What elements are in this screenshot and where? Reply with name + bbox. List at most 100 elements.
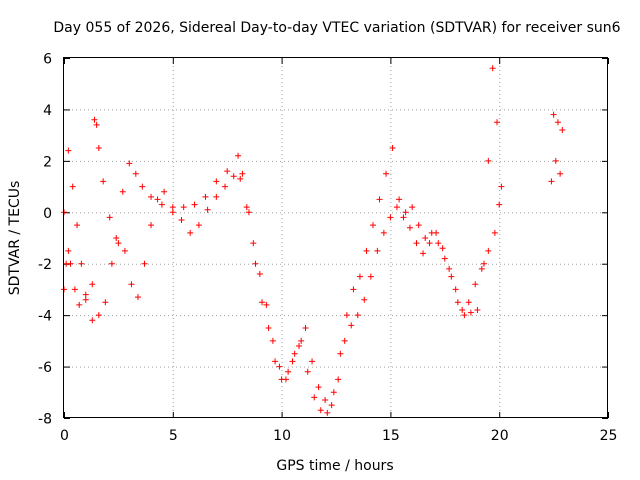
data-point xyxy=(296,343,303,349)
data-point xyxy=(472,281,479,288)
data-point xyxy=(376,196,383,203)
data-point xyxy=(102,299,109,306)
x-tick-label: 15 xyxy=(382,428,400,444)
data-point xyxy=(213,193,220,200)
data-point xyxy=(265,325,272,331)
axis-ticks: 0 5 10 15 20 25 -8 -6 -4 -2 0 2 4 6 xyxy=(38,52,617,445)
data-point xyxy=(415,222,422,229)
data-point xyxy=(554,119,561,126)
data-point xyxy=(474,307,481,313)
data-point xyxy=(276,363,283,370)
data-point xyxy=(389,145,396,151)
data-point xyxy=(550,111,557,118)
series-trace-b xyxy=(61,147,503,409)
data-point xyxy=(559,127,566,133)
data-point xyxy=(343,312,350,319)
data-point xyxy=(76,301,83,308)
data-point xyxy=(230,173,237,180)
data-point xyxy=(413,240,420,247)
data-point xyxy=(494,119,501,126)
data-point xyxy=(350,286,357,293)
data-point xyxy=(224,168,231,175)
series-trace-a xyxy=(61,65,505,416)
data-point xyxy=(195,222,202,229)
data-point xyxy=(67,260,74,267)
data-point xyxy=(489,65,496,72)
data-point xyxy=(374,247,381,254)
data-point xyxy=(239,170,246,177)
data-point xyxy=(446,265,453,272)
data-point xyxy=(317,407,324,414)
data-point xyxy=(134,294,141,301)
data-point xyxy=(121,247,128,254)
data-point xyxy=(480,260,487,267)
data-point xyxy=(191,201,198,208)
x-tick-label: 10 xyxy=(273,428,291,444)
data-point xyxy=(158,201,165,208)
data-point xyxy=(448,273,455,280)
data-point xyxy=(95,145,102,151)
data-point xyxy=(467,309,474,316)
series-trace-c xyxy=(548,111,566,185)
data-point xyxy=(356,273,363,280)
x-tick-label: 0 xyxy=(60,428,69,444)
data-point xyxy=(113,235,120,241)
data-point xyxy=(400,214,407,221)
y-tick-label: 6 xyxy=(43,52,52,68)
data-point xyxy=(141,260,148,267)
data-point xyxy=(82,296,89,303)
data-point xyxy=(202,193,209,200)
data-point xyxy=(132,170,139,177)
data-point xyxy=(324,409,331,416)
y-tick-label: 4 xyxy=(43,103,52,119)
data-point xyxy=(252,260,259,267)
data-point xyxy=(383,170,390,177)
data-point xyxy=(454,299,461,306)
data-point xyxy=(402,209,409,216)
y-tick-label: 0 xyxy=(43,206,52,222)
data-point xyxy=(330,389,337,396)
data-point xyxy=(452,286,459,293)
data-markers xyxy=(61,65,566,416)
data-point xyxy=(465,299,472,306)
y-tick-label: -4 xyxy=(38,309,52,325)
data-point xyxy=(237,175,244,182)
data-point xyxy=(435,240,442,247)
data-point xyxy=(461,312,468,319)
y-tick-label: 2 xyxy=(43,154,52,170)
data-point xyxy=(89,317,96,324)
data-point xyxy=(441,255,448,262)
data-point xyxy=(71,286,78,293)
data-point xyxy=(269,337,276,344)
data-point xyxy=(348,322,355,329)
data-point xyxy=(322,397,329,403)
data-point xyxy=(498,183,505,190)
data-point xyxy=(235,152,242,159)
data-point xyxy=(250,240,257,247)
plot-frame xyxy=(63,57,608,418)
data-point xyxy=(285,368,292,375)
data-point xyxy=(439,245,446,252)
data-point xyxy=(243,204,250,211)
data-point xyxy=(115,240,122,247)
data-point xyxy=(282,376,289,383)
data-point xyxy=(315,384,322,391)
data-point xyxy=(100,178,107,185)
data-point xyxy=(433,229,440,236)
data-point xyxy=(119,188,126,195)
data-point xyxy=(204,206,211,213)
data-point xyxy=(496,201,503,208)
data-point xyxy=(557,170,564,177)
data-point xyxy=(309,358,316,365)
data-point xyxy=(74,222,81,229)
y-tick-label: -8 xyxy=(38,412,52,428)
data-point xyxy=(128,281,135,288)
y-tick-label: -2 xyxy=(38,257,52,273)
data-point xyxy=(406,224,413,231)
data-point xyxy=(361,296,368,303)
data-point xyxy=(187,229,194,236)
data-point xyxy=(222,183,229,190)
data-point xyxy=(369,222,376,229)
data-point xyxy=(106,214,113,221)
data-point xyxy=(341,337,348,344)
